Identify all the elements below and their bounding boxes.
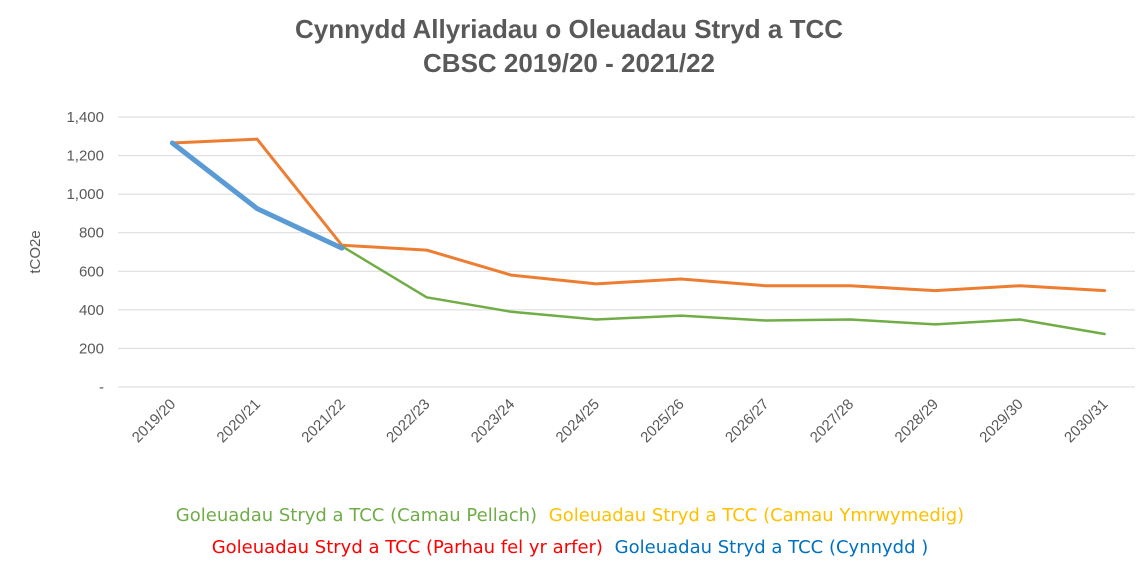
y-tick-label: 200	[79, 340, 104, 357]
x-tick-label: 2021/22	[298, 396, 348, 446]
x-tick-label: 2023/24	[468, 396, 518, 446]
x-tick-label: 2029/30	[976, 396, 1026, 446]
legend-entry: Goleuadau Stryd a TCC (Camau Pellach)	[175, 505, 538, 526]
y-tick-label: 600	[79, 263, 104, 280]
legend-entry: Goleuadau Stryd a TCC (Camau Ymrwymedig)	[548, 505, 965, 526]
y-tick-label: 400	[79, 302, 104, 319]
chart: tCO2e - 200 400 600 800 1,000 1,200 1,400 2019/20…	[27, 109, 1135, 446]
y-tick-label: 1,200	[66, 148, 104, 165]
x-tick-label: 2019/20	[129, 396, 179, 446]
x-tick-label: 2026/27	[722, 396, 772, 446]
y-tick-label: 1,400	[66, 109, 104, 126]
series-line	[169, 140, 345, 251]
y-tick-label: 800	[79, 225, 104, 242]
chart-title: Cynnydd Allyriadau o Oleuadau Stryd a TC…	[294, 14, 844, 78]
legend-entry: Goleuadau Stryd a TCC (Cynnydd )	[614, 537, 929, 558]
x-tick-label: 2028/29	[892, 396, 942, 446]
y-axis-label: tCO2e	[27, 230, 44, 273]
series-line	[170, 137, 1107, 293]
x-tick-label: 2022/23	[383, 396, 433, 446]
x-tick-label: 2030/31	[1061, 396, 1111, 446]
legend: Goleuadau Stryd a TCC (Camau Pellach) Go…	[40, 500, 1100, 564]
y-tick-label: 1,000	[66, 186, 104, 203]
x-tick-label: 2020/21	[214, 396, 264, 446]
x-tick-label: 2027/28	[807, 396, 857, 446]
legend-entry: Goleuadau Stryd a TCC (Parhau fel yr arf…	[211, 537, 603, 558]
series-line	[340, 244, 1106, 336]
x-tick-label: 2024/25	[553, 396, 603, 446]
x-tick-label: 2025/26	[637, 396, 687, 446]
y-tick-label: -	[99, 379, 104, 396]
